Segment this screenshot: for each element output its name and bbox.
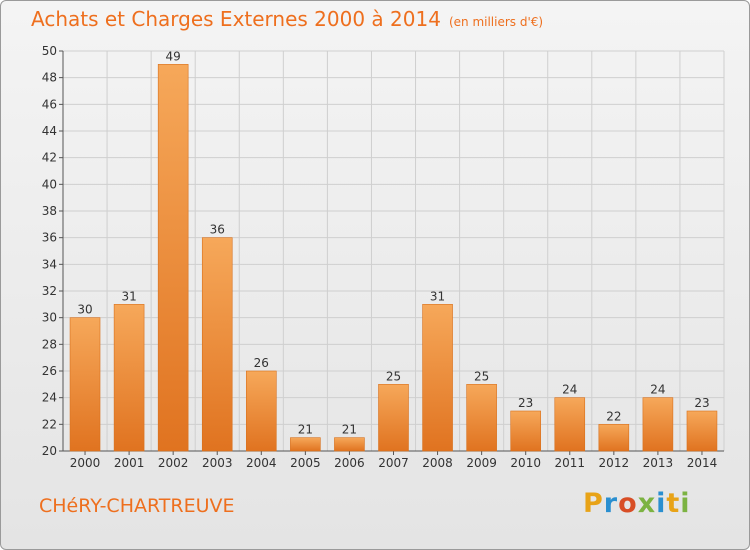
logo-letter: r (603, 488, 619, 519)
x-tick-label: 2006 (334, 456, 365, 470)
bar-2013 (642, 397, 674, 452)
chart-title-text: Achats et Charges Externes 2000 à 2014 (31, 7, 441, 31)
chart-subtitle: (en milliers d'€) (448, 15, 544, 29)
x-tick-label: 2003 (202, 456, 233, 470)
x-tick-label: 2012 (599, 456, 630, 470)
logo-letter: t (666, 488, 681, 519)
value-label: 30 (77, 303, 92, 317)
x-tick-label: 2013 (643, 456, 674, 470)
y-tick-label: 26 (42, 364, 57, 378)
value-label: 31 (430, 289, 445, 303)
bar-2001 (113, 304, 145, 452)
y-tick-label: 34 (42, 257, 57, 271)
bar-2002 (157, 64, 189, 452)
bar-2003 (201, 237, 233, 452)
bar-2014 (686, 410, 718, 452)
bar-2012 (598, 424, 630, 452)
logo-letter: i (656, 488, 667, 519)
bar-2005 (290, 437, 321, 452)
y-tick-label: 48 (42, 71, 57, 85)
x-tick-label: 2014 (687, 456, 718, 470)
value-label: 23 (518, 396, 533, 410)
x-tick-label: 2011 (554, 456, 585, 470)
bar-2000 (69, 317, 101, 452)
value-label: 21 (342, 423, 357, 437)
x-tick-label: 2000 (70, 456, 101, 470)
x-tick-label: 2010 (510, 456, 541, 470)
bar-2004 (246, 370, 277, 452)
bar-2011 (554, 397, 586, 452)
bar-2006 (334, 437, 365, 452)
town-name: CHéRY-CHARTREUVE (39, 495, 235, 517)
value-label: 49 (166, 49, 181, 63)
y-tick-label: 40 (42, 177, 57, 191)
y-tick-label: 32 (42, 284, 57, 298)
chart-title: Achats et Charges Externes 2000 à 2014 (e… (31, 7, 543, 31)
y-tick-label: 28 (42, 337, 57, 351)
value-label: 24 (650, 383, 665, 397)
proxiti-logo[interactable]: Proxiti (583, 488, 691, 519)
bar-2008 (422, 304, 453, 452)
bars (69, 64, 718, 452)
x-tick-label: 2005 (290, 456, 321, 470)
value-label: 25 (474, 369, 489, 383)
y-tick-label: 38 (42, 204, 57, 218)
y-tick-label: 22 (42, 417, 57, 431)
value-label: 24 (562, 383, 577, 397)
logo-letter: P (583, 488, 604, 519)
y-tick-label: 36 (42, 231, 57, 245)
x-tick-label: 2007 (378, 456, 409, 470)
value-label: 23 (694, 396, 709, 410)
bar-2009 (466, 384, 497, 452)
value-label: 21 (298, 423, 313, 437)
y-tick-label: 20 (42, 444, 57, 458)
bar-2007 (378, 384, 409, 452)
value-label: 22 (606, 409, 621, 423)
value-label: 36 (210, 223, 225, 237)
x-tick-label: 2004 (246, 456, 277, 470)
y-tick-label: 24 (42, 391, 57, 405)
x-tick-label: 2009 (466, 456, 497, 470)
labels: 20 22 24 26 28 30 32 34 36 38 40 42 44 46 48 50 30 2000 31… (42, 44, 718, 470)
y-tick-label: 46 (42, 97, 57, 111)
y-tick-label: 44 (42, 124, 57, 138)
logo-letter: i (680, 488, 691, 519)
logo-letter: o (618, 488, 638, 519)
logo-letter: x (637, 488, 657, 519)
y-tick-label: 50 (42, 44, 57, 58)
value-label: 31 (121, 289, 136, 303)
value-label: 26 (254, 356, 269, 370)
y-tick-label: 42 (42, 151, 57, 165)
y-tick-label: 30 (42, 311, 57, 325)
x-tick-label: 2008 (422, 456, 453, 470)
bar-2010 (510, 410, 541, 452)
x-tick-label: 2001 (114, 456, 145, 470)
x-tick-label: 2002 (158, 456, 189, 470)
value-label: 25 (386, 369, 401, 383)
